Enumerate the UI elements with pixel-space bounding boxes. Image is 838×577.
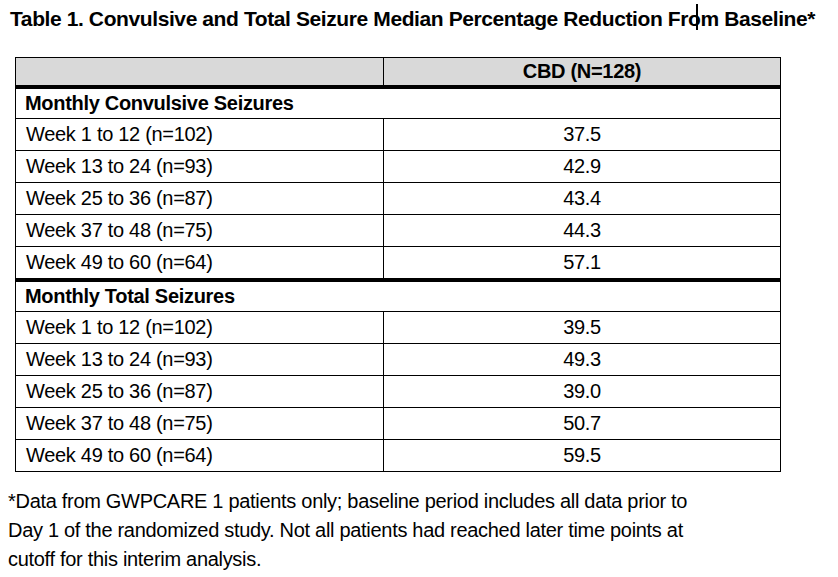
table-row: Week 13 to 24 (n=93) 49.3 — [16, 344, 781, 376]
value-cell: 49.3 — [384, 344, 781, 376]
period-cell: Week 49 to 60 (n=64) — [16, 247, 384, 281]
table-row: Week 1 to 12 (n=102) 37.5 — [16, 119, 781, 151]
period-cell: Week 49 to 60 (n=64) — [16, 440, 384, 472]
document-page[interactable]: Table 1. Convulsive and Total Seizure Me… — [0, 0, 838, 577]
table-row: Week 37 to 48 (n=75) 44.3 — [16, 215, 781, 247]
header-cbd-cell: CBD (N=128) — [384, 58, 781, 88]
table-row: Week 1 to 12 (n=102) 39.5 — [16, 312, 781, 344]
value-cell: 57.1 — [384, 247, 781, 281]
table-row: Week 25 to 36 (n=87) 39.0 — [16, 376, 781, 408]
period-cell: Week 13 to 24 (n=93) — [16, 344, 384, 376]
period-cell: Week 25 to 36 (n=87) — [16, 376, 384, 408]
value-cell: 42.9 — [384, 151, 781, 183]
table-footnote: *Data from GWPCARE 1 patients only; base… — [8, 487, 832, 574]
value-cell: 39.0 — [384, 376, 781, 408]
value-cell: 59.5 — [384, 440, 781, 472]
text-cursor — [696, 4, 698, 30]
section-row-convulsive: Monthly Convulsive Seizures — [16, 87, 781, 119]
section-row-total: Monthly Total Seizures — [16, 280, 781, 312]
table-row: Week 13 to 24 (n=93) 42.9 — [16, 151, 781, 183]
value-cell: 50.7 — [384, 408, 781, 440]
header-empty-cell — [16, 58, 384, 88]
value-cell: 39.5 — [384, 312, 781, 344]
period-cell: Week 25 to 36 (n=87) — [16, 183, 384, 215]
table-row: Week 37 to 48 (n=75) 50.7 — [16, 408, 781, 440]
period-cell: Week 13 to 24 (n=93) — [16, 151, 384, 183]
table-header-row: CBD (N=128) — [16, 58, 781, 88]
period-cell: Week 1 to 12 (n=102) — [16, 312, 384, 344]
value-cell: 44.3 — [384, 215, 781, 247]
table-row: Week 49 to 60 (n=64) 59.5 — [16, 440, 781, 472]
period-cell: Week 37 to 48 (n=75) — [16, 408, 384, 440]
period-cell: Week 1 to 12 (n=102) — [16, 119, 384, 151]
table-row: Week 49 to 60 (n=64) 57.1 — [16, 247, 781, 281]
value-cell: 37.5 — [384, 119, 781, 151]
seizure-reduction-table: CBD (N=128) Monthly Convulsive Seizures … — [15, 57, 781, 472]
section-label: Monthly Total Seizures — [16, 280, 781, 312]
table-row: Week 25 to 36 (n=87) 43.4 — [16, 183, 781, 215]
period-cell: Week 37 to 48 (n=75) — [16, 215, 384, 247]
section-label: Monthly Convulsive Seizures — [16, 87, 781, 119]
value-cell: 43.4 — [384, 183, 781, 215]
table-title: Table 1. Convulsive and Total Seizure Me… — [10, 7, 815, 31]
